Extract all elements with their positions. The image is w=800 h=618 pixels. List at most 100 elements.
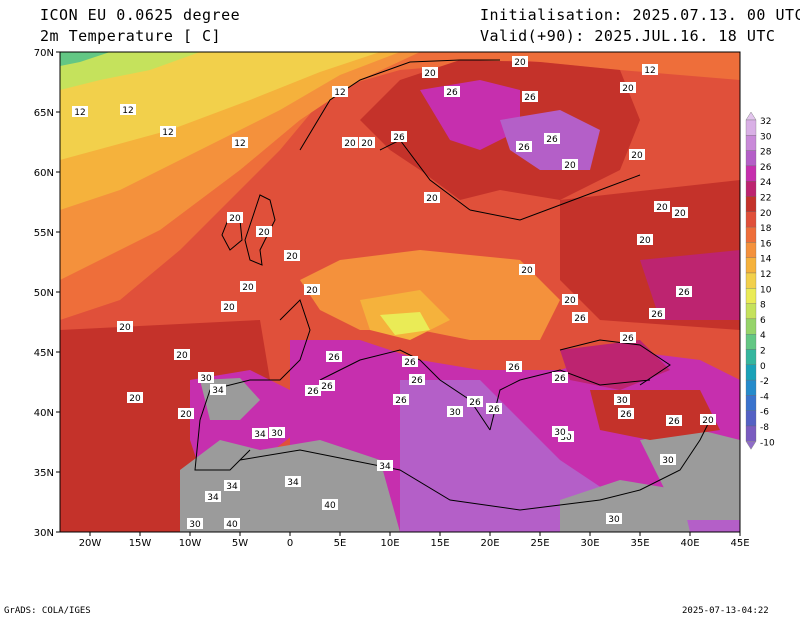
lat-label: 30N xyxy=(34,528,54,539)
contour-label: 26 xyxy=(393,133,405,143)
contour-label: 20 xyxy=(361,139,373,149)
colorbar-label: 18 xyxy=(760,224,772,234)
colorbar-swatch xyxy=(745,150,757,167)
contour-label: 20 xyxy=(426,194,438,204)
contour-label: 20 xyxy=(622,84,634,94)
contour-label: 26 xyxy=(574,314,586,324)
contour-label-bg xyxy=(660,454,676,465)
contour-label: 34 xyxy=(379,462,391,472)
contour-label-bg xyxy=(198,372,214,383)
longitude-axis: 20W 15W 10W 5W 0 5E 10E 15E 20E 25E 30E 35E 40E 45E xyxy=(79,532,750,549)
contour-label-bg xyxy=(402,356,418,367)
contour-label: 20 xyxy=(702,416,714,426)
lon-label: 5W xyxy=(232,538,248,549)
contour-label-bg xyxy=(304,284,320,295)
contour-label-bg xyxy=(224,518,240,529)
colorbar-swatch xyxy=(745,425,757,442)
scandinavia-hot-core xyxy=(420,80,520,150)
contour-label: 20 xyxy=(656,203,668,213)
contour-label-bg xyxy=(486,403,502,414)
lat-label: 35N xyxy=(34,468,54,479)
contour-label: 20 xyxy=(674,209,686,219)
colorbar-label: 6 xyxy=(760,316,766,326)
contour-label-bg xyxy=(285,476,301,487)
contour-label: 20 xyxy=(258,228,270,238)
lat-label: 70N xyxy=(34,48,54,59)
model-title: ICON EU 0.0625 degree xyxy=(40,6,241,24)
contour-label: 40 xyxy=(324,501,336,511)
contour-label-bg xyxy=(572,312,588,323)
contour-label: 20 xyxy=(424,69,436,79)
egypt-extreme xyxy=(560,480,690,532)
contour-label-bg xyxy=(174,349,190,360)
contour-label-bg xyxy=(269,427,285,438)
contour-label-bg xyxy=(506,361,522,372)
contour-label: 12 xyxy=(122,106,133,116)
colorbar-label: 8 xyxy=(760,301,766,311)
contour-label-bg xyxy=(544,133,560,144)
contour-label-bg xyxy=(240,281,256,292)
contour-label-bg xyxy=(654,201,670,212)
contour-label: 20 xyxy=(514,58,526,68)
russia-hot xyxy=(640,250,740,320)
contour-label: 34 xyxy=(207,493,219,503)
contour-label-bg xyxy=(377,460,393,471)
contour-label: 12 xyxy=(234,139,245,149)
colorbar-label: 32 xyxy=(760,117,771,127)
lon-label: 5E xyxy=(334,538,347,549)
contour-label: 20 xyxy=(521,266,533,276)
contour-label-bg xyxy=(284,250,300,261)
contour-label: 26 xyxy=(546,135,558,145)
colorbar-swatch xyxy=(745,318,757,335)
lon-label: 40E xyxy=(680,538,699,549)
contour-label: 20 xyxy=(286,252,298,262)
colorbar-swatch xyxy=(745,364,757,381)
footer-credit: GrADS: COLA/IGES xyxy=(4,606,91,616)
contour-label: 12 xyxy=(644,66,655,76)
contour-label: 12 xyxy=(334,88,345,98)
lon-label: 45E xyxy=(730,538,749,549)
contour-label: 34 xyxy=(254,430,266,440)
colorbar-cap-bottom xyxy=(745,441,757,450)
colorbar-label: -4 xyxy=(760,392,769,402)
contour-label-bg xyxy=(519,264,535,275)
contour-label-bg xyxy=(422,67,438,78)
contour-label-bg xyxy=(552,426,568,437)
contour-label-bg xyxy=(447,406,463,417)
contour-label: 20 xyxy=(176,351,188,361)
contour-label-bg xyxy=(700,414,716,425)
contour-label-bg xyxy=(424,192,440,203)
contour-label: 26 xyxy=(446,88,458,98)
contour-label: 20 xyxy=(639,236,651,246)
colorbar-swatch xyxy=(745,379,757,396)
colorbar-swatch xyxy=(745,181,757,197)
lon-label: 10E xyxy=(380,538,399,549)
central-med-hotter xyxy=(400,380,740,532)
lat-label: 55N xyxy=(34,228,54,239)
contour-label: 30 xyxy=(449,408,461,418)
colorbar-label: 20 xyxy=(760,209,772,219)
contour-label-bg xyxy=(467,396,483,407)
middle-east-extreme xyxy=(640,430,740,520)
contour-label: 30 xyxy=(200,374,212,384)
contour-label-bg xyxy=(620,82,636,93)
contour-label: 34 xyxy=(212,386,224,396)
lat-label: 60N xyxy=(34,168,54,179)
colorbar-label: 26 xyxy=(760,163,772,173)
contour-label: 26 xyxy=(395,396,407,406)
temperature-field xyxy=(60,52,740,532)
lon-label: 20E xyxy=(480,538,499,549)
contour-label-bg xyxy=(205,491,221,502)
colorbar-swatch xyxy=(745,226,757,243)
contour-label: 20 xyxy=(129,394,141,404)
contour-label-bg xyxy=(178,408,194,419)
colorbar-swatch xyxy=(745,272,757,289)
contour-label-bg xyxy=(676,286,692,297)
contour-label-bg xyxy=(221,301,237,312)
contour-label: 30 xyxy=(662,456,674,466)
lat-label: 45N xyxy=(34,348,54,359)
north-sea-yellow xyxy=(60,52,380,160)
contour-label-bg xyxy=(305,385,321,396)
colorbar-swatch xyxy=(745,334,757,350)
